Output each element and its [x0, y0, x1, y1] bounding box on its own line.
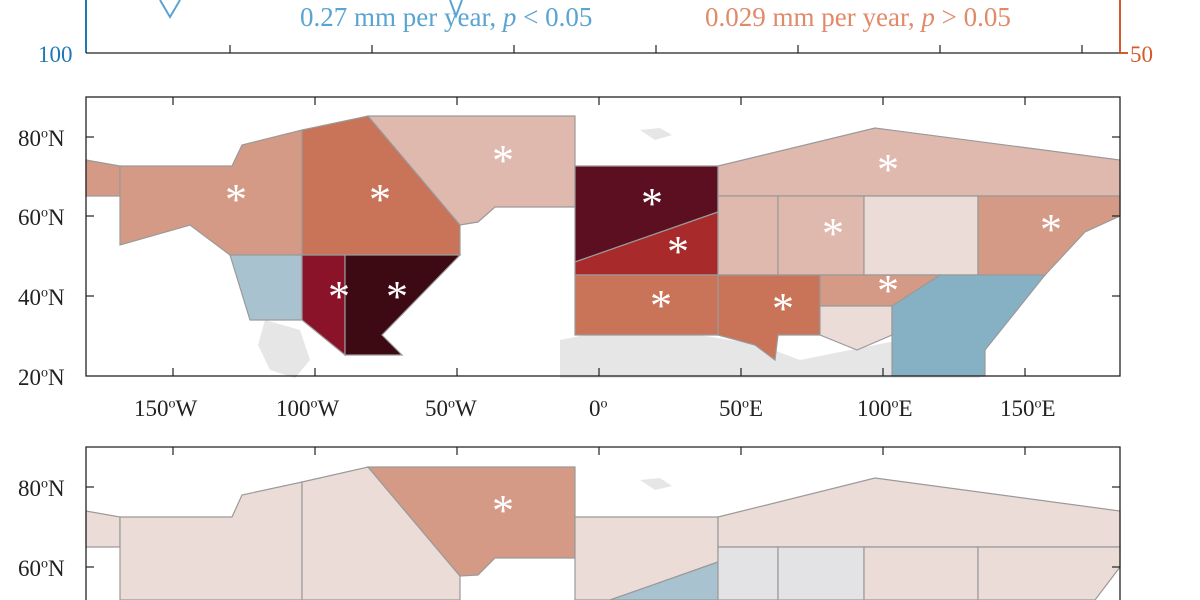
top-panel-frame [85, 0, 1128, 54]
significance-markers: * * * * * * * * * * * * * [225, 136, 1062, 333]
sig-marker-central-asia: * [822, 209, 844, 258]
sig-marker-greenland: * [492, 136, 514, 185]
region-west-asia [717, 195, 779, 276]
lat-label-20n: 20oN [18, 365, 65, 390]
lat-label-60n: 60oN [18, 205, 65, 230]
map-frame-bottom [85, 446, 1121, 600]
region-south-asia [819, 305, 893, 351]
region-b-canada-central [301, 466, 461, 600]
region-us-east [344, 254, 462, 356]
right-axis-value: 50 [1130, 42, 1153, 67]
sig-marker-middle-east: * [772, 284, 794, 333]
lon-label-100e: 100oE [857, 396, 913, 421]
sig-marker-us-central: * [328, 272, 350, 321]
region-mongolia [863, 195, 979, 276]
region-b-alaska [119, 481, 303, 600]
sig-marker-northern-europe: * [641, 179, 663, 228]
sig-marker-mediterranean: * [650, 281, 672, 330]
left-axis-value: 100 [38, 42, 73, 67]
region-central-asia [777, 195, 865, 276]
map-ticks [86, 97, 1120, 376]
lon-label-150e: 150oE [1000, 396, 1056, 421]
trend-annotation-right: 0.029 mm per year, p > 0.05 [705, 2, 1011, 32]
lon-label-0: 0o [589, 396, 608, 421]
region-b-northern-asia [717, 477, 1121, 548]
lat-label-80n: 80oN [18, 126, 65, 151]
sig-marker-us-east: * [386, 272, 408, 321]
significance-markers-bottom: * [492, 486, 514, 535]
region-alaska-west [85, 159, 121, 197]
sig-marker-northern-asia: * [877, 145, 899, 194]
lon-label-100w: 100oW [276, 396, 340, 421]
region-b-central-asia [777, 546, 865, 600]
land-background-bottom [640, 478, 672, 490]
lon-label-50w: 50oW [425, 396, 477, 421]
region-b-mongolia [863, 546, 979, 600]
lon-label-150w: 150oW [134, 396, 198, 421]
region-northern-asia [717, 127, 1121, 197]
sig-marker-alaska: * [225, 175, 247, 224]
lat-label-60n-bottom: 60oN [18, 556, 65, 581]
map-panel-bottom: * [85, 446, 1121, 600]
region-b-alaska-west [85, 510, 121, 548]
lat-label-80n-bottom: 80oN [18, 476, 65, 501]
lon-label-50e: 50oE [719, 396, 764, 421]
region-alaska [119, 129, 303, 256]
trend-annotation-left: 0.27 mm per year, p < 0.05 [300, 2, 593, 32]
region-b-west-asia [717, 546, 779, 600]
region-b-east-asia [977, 546, 1121, 600]
map-frame [85, 96, 1121, 377]
sig-marker-east-asia: * [1040, 205, 1062, 254]
sig-marker-central-europe: * [667, 227, 689, 276]
region-us-west [229, 254, 303, 321]
region-mediterranean [574, 274, 719, 336]
map-panel-middle: * * * * * * * * * * * * * [85, 96, 1121, 378]
map-ticks-bottom [86, 447, 1120, 568]
sig-marker-canada-central: * [369, 175, 391, 224]
sig-marker-b-greenland: * [492, 486, 514, 535]
lat-label-40n: 40oN [18, 285, 65, 310]
region-canada-central [301, 115, 461, 256]
region-b-greenland [366, 466, 576, 577]
region-greenland [366, 115, 576, 226]
sig-marker-tibet: * [877, 266, 899, 315]
